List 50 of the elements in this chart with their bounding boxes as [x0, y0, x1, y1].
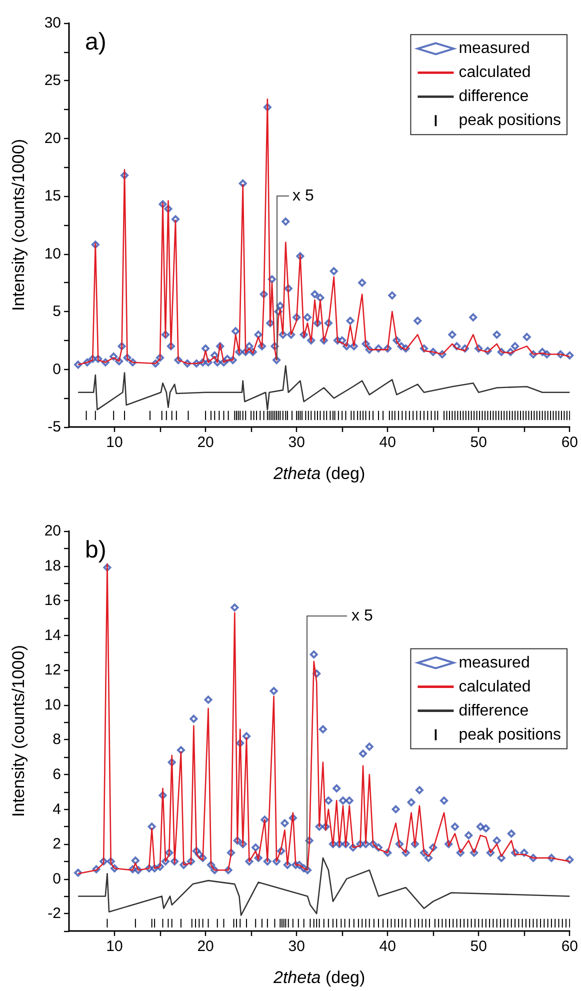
x-tick-label: 20 [197, 434, 214, 451]
y-axis-title: Intensity (counts/1000) [9, 139, 28, 311]
y-tick-label: 10 [44, 245, 61, 262]
x-axis-title: 2theta (deg) [272, 968, 366, 987]
legend-label: peak positions [458, 726, 562, 744]
y-axis-title: Intensity (counts/1000) [9, 645, 28, 817]
y-tick-label: 20 [44, 522, 61, 540]
x-tick-label: 20 [197, 938, 214, 955]
line-series [77, 365, 570, 410]
y-tick-label: 5 [52, 303, 61, 320]
x-tick-label: 30 [288, 434, 305, 451]
x-tick-label: 10 [106, 938, 123, 955]
legend-label: calculated [458, 64, 531, 82]
legend-label: difference [458, 88, 529, 106]
chart-title: b) [85, 536, 106, 564]
annotation: x 5 [351, 608, 373, 624]
y-tick-label: 20 [44, 130, 61, 147]
x-tick-label: 30 [288, 938, 305, 955]
x-tick-label: 50 [470, 938, 487, 955]
y-tick-label: 0 [52, 870, 61, 888]
x-tick-label: 60 [561, 938, 578, 955]
y-tick-label: 25 [44, 72, 61, 90]
line-series [77, 857, 570, 916]
y-tick-label: 12 [44, 662, 61, 679]
y-tick-label: 30 [44, 14, 61, 32]
legend-label: calculated [458, 678, 531, 696]
x-tick-label: 50 [470, 434, 487, 451]
chart-title: a) [85, 28, 106, 56]
y-tick-label: 2 [52, 836, 61, 853]
legend-label: difference [458, 702, 529, 720]
x-tick-label: 60 [561, 434, 578, 451]
y-tick-label: -2 [48, 905, 61, 922]
y-tick-label: -5 [48, 418, 61, 436]
y-tick-label: 0 [52, 360, 61, 378]
legend-label: measured [458, 654, 530, 672]
legend-label: peak positions [458, 112, 562, 130]
y-tick-label: 16 [44, 592, 61, 610]
y-tick-label: 6 [52, 766, 61, 783]
annotation: x 5 [292, 188, 314, 204]
y-tick-label: 18 [44, 557, 61, 574]
x-axis-title: 2theta (deg) [272, 464, 366, 483]
y-tick-label: 15 [44, 188, 61, 205]
y-tick-label: 8 [52, 731, 61, 748]
y-tick-label: 4 [52, 800, 61, 818]
x-tick-label: 40 [379, 434, 396, 451]
y-tick-label: 10 [44, 696, 61, 714]
y-tick-label: 14 [44, 626, 61, 644]
x-tick-label: 10 [106, 434, 123, 451]
x-tick-label: 40 [379, 938, 396, 955]
legend-label: measured [458, 40, 530, 58]
